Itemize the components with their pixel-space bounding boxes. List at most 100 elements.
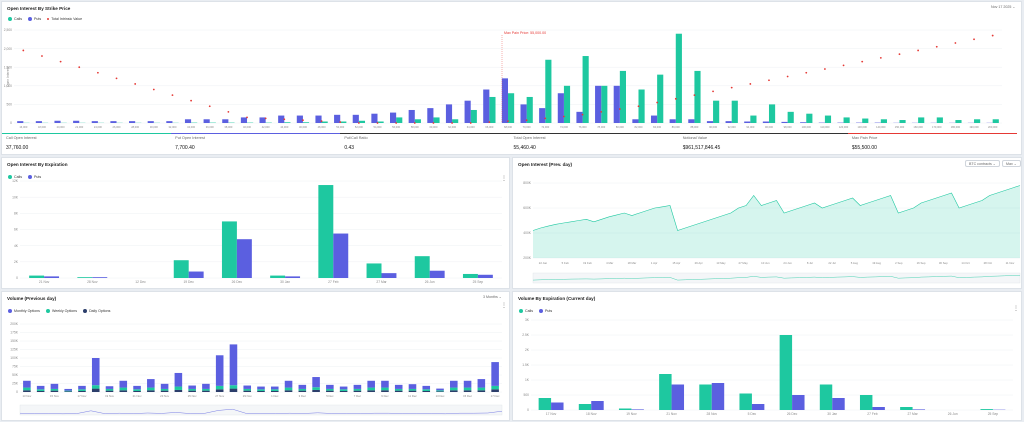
x-tick-label: 40,000 <box>243 125 251 129</box>
stat-label: Put Open Interest <box>175 136 205 140</box>
legend-monthly[interactable]: Monthly Options <box>8 309 40 313</box>
volexp-menu-icon[interactable]: ⋮ <box>1013 306 1019 312</box>
bar-calls <box>694 70 701 123</box>
bar-calls <box>806 113 813 123</box>
expiration-menu-icon[interactable]: ⋮ <box>501 176 507 182</box>
bar-calls <box>377 121 384 123</box>
total-intrinsic-point <box>376 122 379 124</box>
bar-weekly-options <box>174 386 183 390</box>
total-intrinsic-point <box>730 86 733 89</box>
bar-puts <box>188 271 204 278</box>
bar-puts <box>669 119 676 123</box>
legend-total[interactable]: Total Intrinsic Value <box>47 17 82 21</box>
total-intrinsic-point <box>637 105 640 108</box>
bar-puts <box>591 401 604 410</box>
bar-calls <box>618 408 632 410</box>
bar-monthly-options <box>394 384 403 389</box>
x-tick-label: 10 Jun <box>761 261 770 265</box>
y-tick-label: 175K <box>10 331 19 335</box>
x-tick-label: 34,000 <box>187 125 195 129</box>
bar-calls <box>675 33 682 123</box>
total-intrinsic-point <box>152 88 155 91</box>
x-tick-label: 3 Dec <box>299 394 307 398</box>
bar-monthly-options <box>257 386 265 390</box>
bar-puts <box>551 402 564 410</box>
bar-puts <box>688 119 695 123</box>
stat-value: $55,500.00 <box>851 145 877 151</box>
x-tick-label: 8 Jul <box>807 261 813 265</box>
total-intrinsic-point <box>413 122 416 124</box>
strike-date-picker[interactable]: Nov 17 2025 ⌄ <box>988 4 1019 11</box>
x-tick-label: 26 Dec <box>232 280 243 284</box>
bar-monthly-options <box>339 386 348 390</box>
y-tick-label: 0 <box>527 408 529 412</box>
volexp-chart: 3K 2.5K 2K 1.5K 1K 500 0 17 Nov 18 Nov 19 Nov 21 N… <box>522 318 1013 416</box>
x-tick-label: 27 Feb <box>328 280 338 284</box>
legend-daily[interactable]: Daily Options <box>83 309 110 313</box>
x-tick-label: 36,000 <box>206 125 214 129</box>
x-tick-label: 5 Dec <box>748 412 757 416</box>
bar-daily-options <box>229 388 238 392</box>
x-tick-label: 13 Dec <box>436 394 445 398</box>
x-tick-label: 84,000 <box>653 125 661 129</box>
legend-weekly[interactable]: Weekly Options <box>45 309 77 313</box>
total-intrinsic-point <box>22 49 25 52</box>
chevron-down-icon: ⌄ <box>498 295 502 299</box>
bar-calls <box>843 117 850 123</box>
volume-range-dropdown[interactable]: 3 Months ⌄ <box>480 294 505 301</box>
volume-legend: Monthly Options Weekly Options Daily Opt… <box>8 309 110 313</box>
bar-calls <box>955 120 962 123</box>
legend-calls[interactable]: Calls <box>8 175 22 179</box>
bar-puts <box>632 119 639 123</box>
y-tick-label: 1,000 <box>4 84 12 88</box>
bar-calls <box>974 119 981 123</box>
legend-puts[interactable]: Puts <box>28 175 41 179</box>
x-tick-label: 21 Nov <box>666 412 677 416</box>
bar-monthly-options <box>160 383 169 389</box>
y-tick-label: 12K <box>12 179 19 183</box>
bar-monthly-options <box>133 385 141 390</box>
volume-chart: 200K 175K 150K 125K 100K 75K 50K 25K 0 13 Nov 15 N… <box>10 322 503 416</box>
range-dropdown[interactable]: Max ⌄ <box>1002 160 1021 167</box>
bar-daily-options <box>284 390 293 392</box>
bar-puts <box>464 100 471 123</box>
x-tick-label: 5 Aug <box>851 261 859 265</box>
bar-puts <box>166 121 173 123</box>
x-tick-label: 18 Mar <box>628 261 637 265</box>
legend-calls[interactable]: Calls <box>8 17 22 21</box>
total-intrinsic-point <box>469 122 472 124</box>
x-tick-label: 100,000 <box>802 125 812 129</box>
bar-calls <box>659 374 672 410</box>
range-dropdown-label: Max <box>1006 162 1013 166</box>
legend-puts[interactable]: Puts <box>539 309 552 313</box>
monthly-swatch-icon <box>8 309 12 313</box>
bar-monthly-options <box>408 384 417 389</box>
stat-label: Call Open Interest <box>6 136 37 140</box>
legend-calls[interactable]: Calls <box>519 309 533 313</box>
bar-puts <box>557 93 564 123</box>
x-tick-label: 30 Jan <box>280 280 290 284</box>
stat-value: 55,460.40 <box>513 145 536 151</box>
x-tick-label: 52,000 <box>355 125 363 129</box>
strike-chart: 2,500 2,000 1,500 1,000 500 0 16,000 18,000 20,0… <box>4 28 1002 129</box>
bar-daily-options <box>491 389 499 392</box>
x-tick-label: 28 Nov <box>707 412 718 416</box>
bar-calls <box>601 85 608 123</box>
volume-menu-icon[interactable]: ⋮ <box>501 303 507 309</box>
x-tick-label: 32,000 <box>168 125 176 129</box>
bar-monthly-options <box>215 355 224 386</box>
x-tick-label: 1 Apr <box>651 261 658 265</box>
y-tick-label: 2,000 <box>4 47 12 51</box>
x-tick-label: 150,000 <box>895 125 905 129</box>
total-intrinsic-point <box>507 120 509 123</box>
x-tick-label: 28,000 <box>131 125 139 129</box>
contracts-dropdown[interactable]: BTC contracts ⌄ <box>965 160 1000 167</box>
y-tick-label: 1.5K <box>522 363 530 367</box>
bar-calls <box>880 119 887 123</box>
bar-calls <box>366 263 382 278</box>
x-tick-label: 16 Sep <box>917 261 926 265</box>
bar-weekly-options <box>326 388 334 391</box>
bar-calls <box>819 384 833 410</box>
stat-value: 37,760.00 <box>6 145 29 151</box>
legend-puts[interactable]: Puts <box>28 17 41 21</box>
